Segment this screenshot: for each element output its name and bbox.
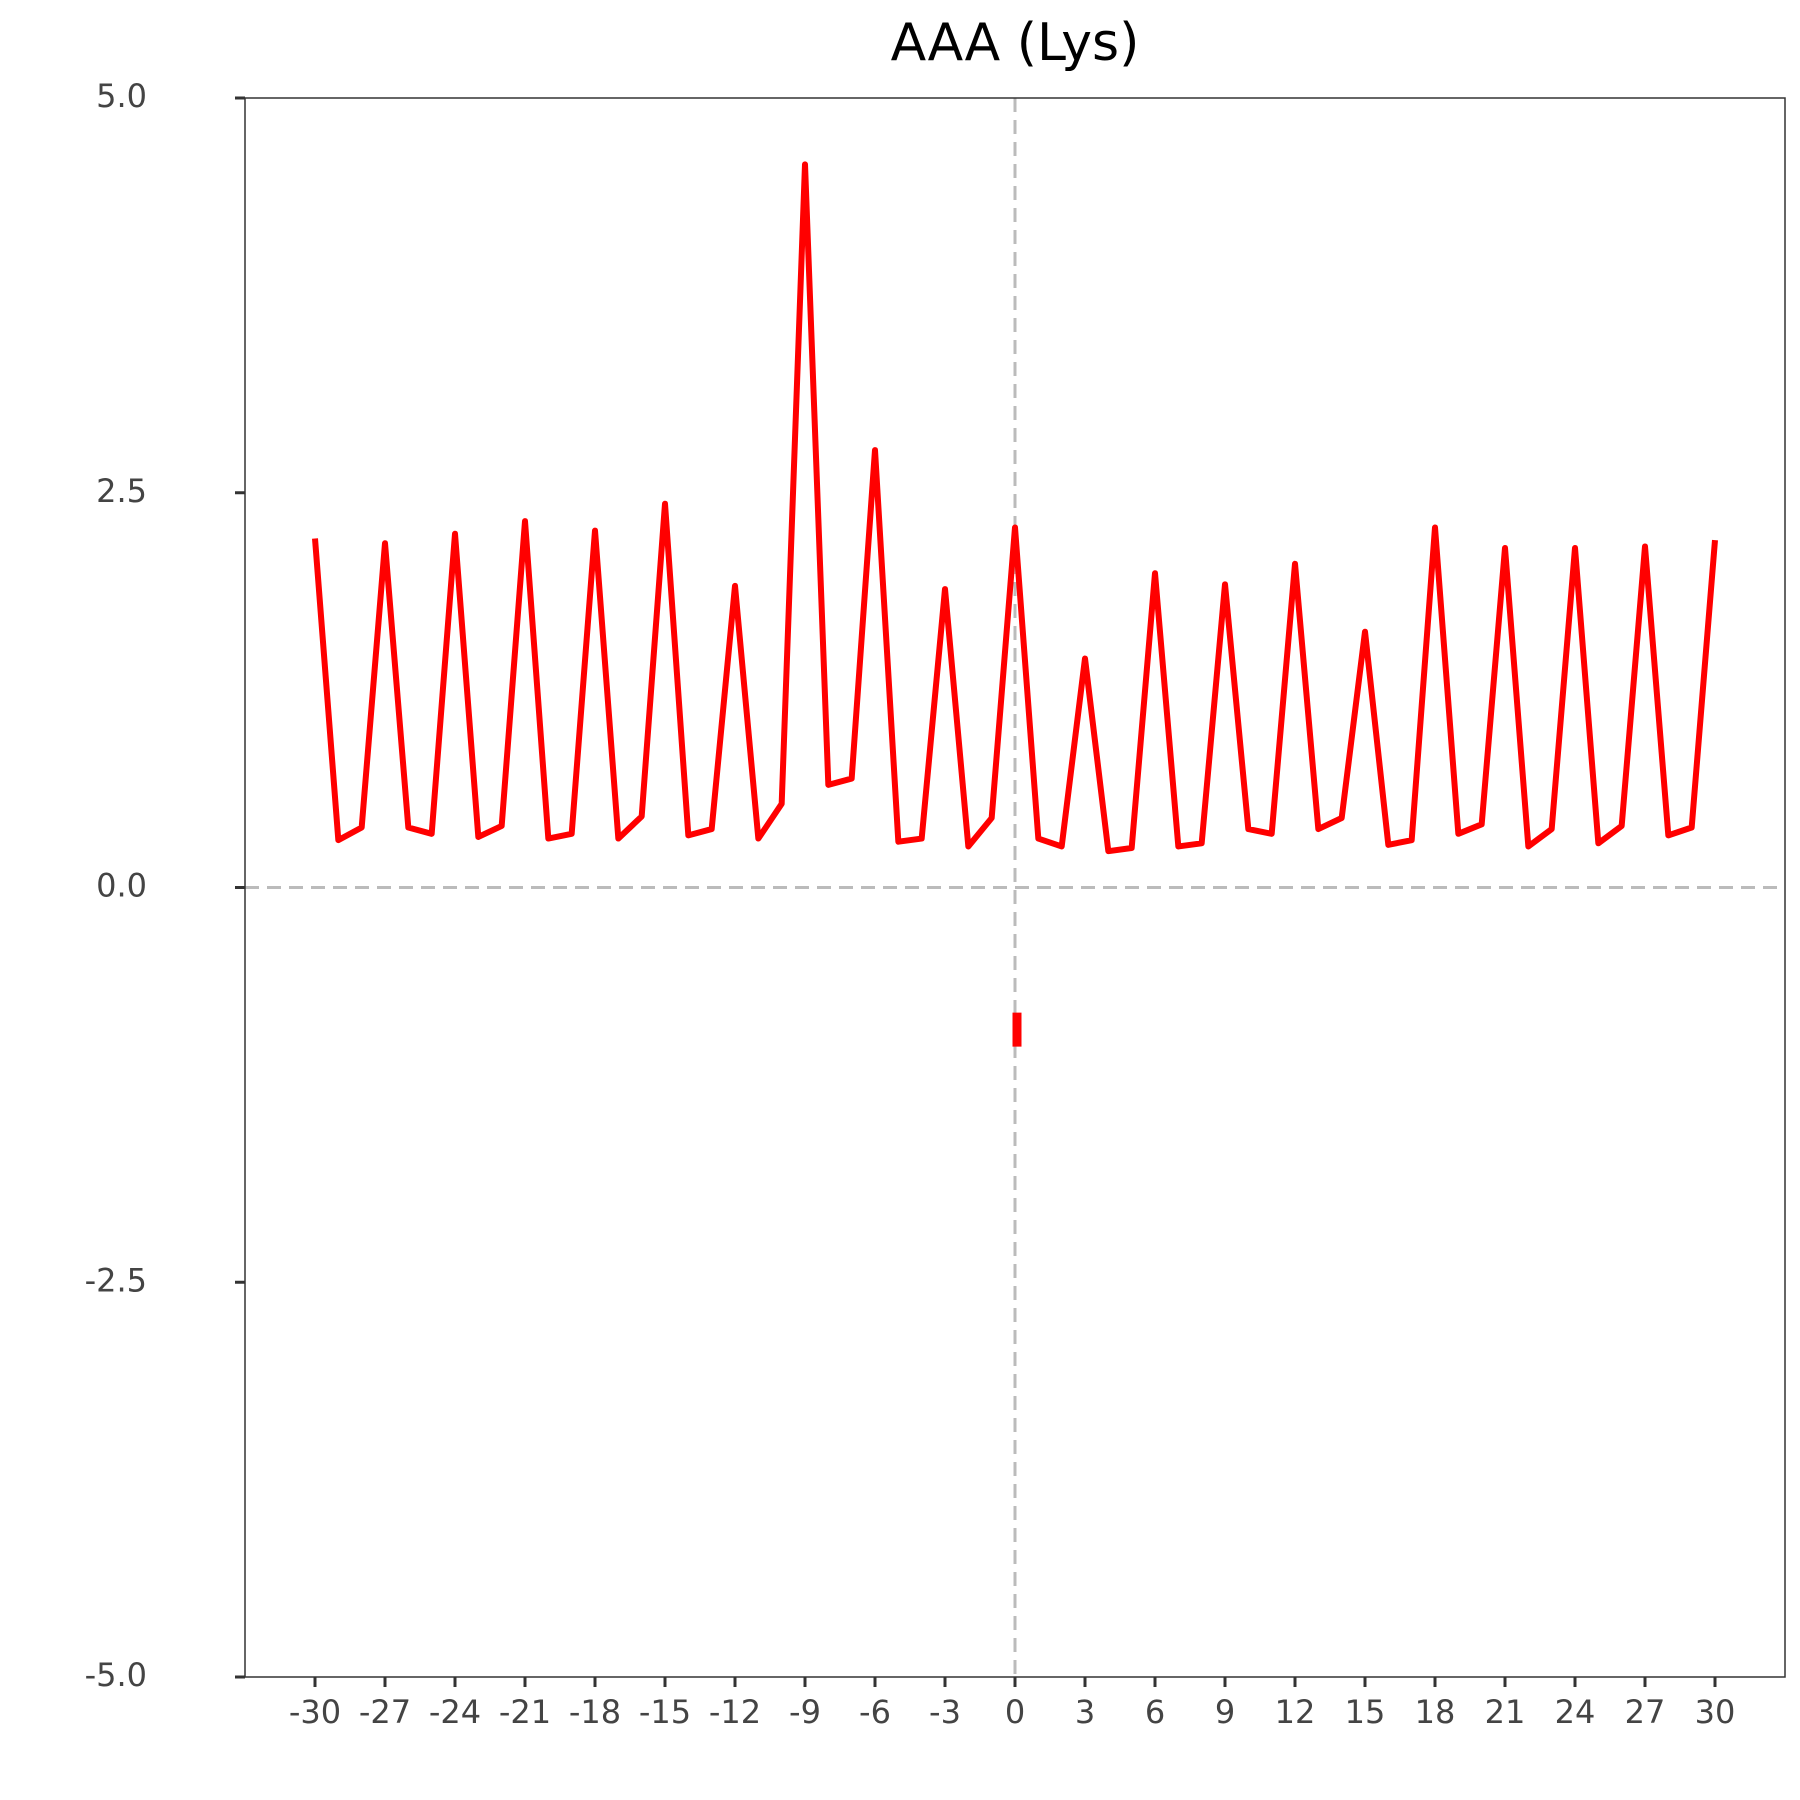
x-tick-label: 18 [1415, 1693, 1456, 1731]
y-tick-label: 2.5 [96, 472, 147, 510]
x-tick-label: 6 [1145, 1693, 1165, 1731]
chart-title: AAA (Lys) [891, 13, 1140, 73]
y-tick-label: -2.5 [85, 1261, 147, 1299]
x-tick-label: 3 [1075, 1693, 1095, 1731]
x-tick-label: 12 [1275, 1693, 1316, 1731]
y-tick-label: -5.0 [85, 1656, 147, 1694]
x-tick-label: -3 [929, 1693, 961, 1731]
x-tick-label: -24 [429, 1693, 481, 1731]
y-tick-label: 5.0 [96, 77, 147, 115]
x-tick-label: -15 [639, 1693, 691, 1731]
data-line [312, 161, 1718, 855]
y-tick-label: 0.0 [96, 867, 147, 905]
x-tick-label: -30 [289, 1693, 341, 1731]
x-tick-label: 15 [1345, 1693, 1386, 1731]
x-tick-label: -12 [709, 1693, 761, 1731]
x-tick-label: 30 [1695, 1693, 1736, 1731]
x-tick-label: -27 [359, 1693, 411, 1731]
x-tick-label: -21 [499, 1693, 551, 1731]
x-tick-label: 21 [1485, 1693, 1526, 1731]
x-tick-label: 9 [1215, 1693, 1235, 1731]
x-tick-label: 24 [1555, 1693, 1596, 1731]
x-tick-label: -6 [859, 1693, 891, 1731]
x-tick-label: -18 [569, 1693, 621, 1731]
x-tick-label: -9 [789, 1693, 821, 1731]
x-tick-label: 0 [1005, 1693, 1025, 1731]
x-tick-label: 27 [1625, 1693, 1666, 1731]
